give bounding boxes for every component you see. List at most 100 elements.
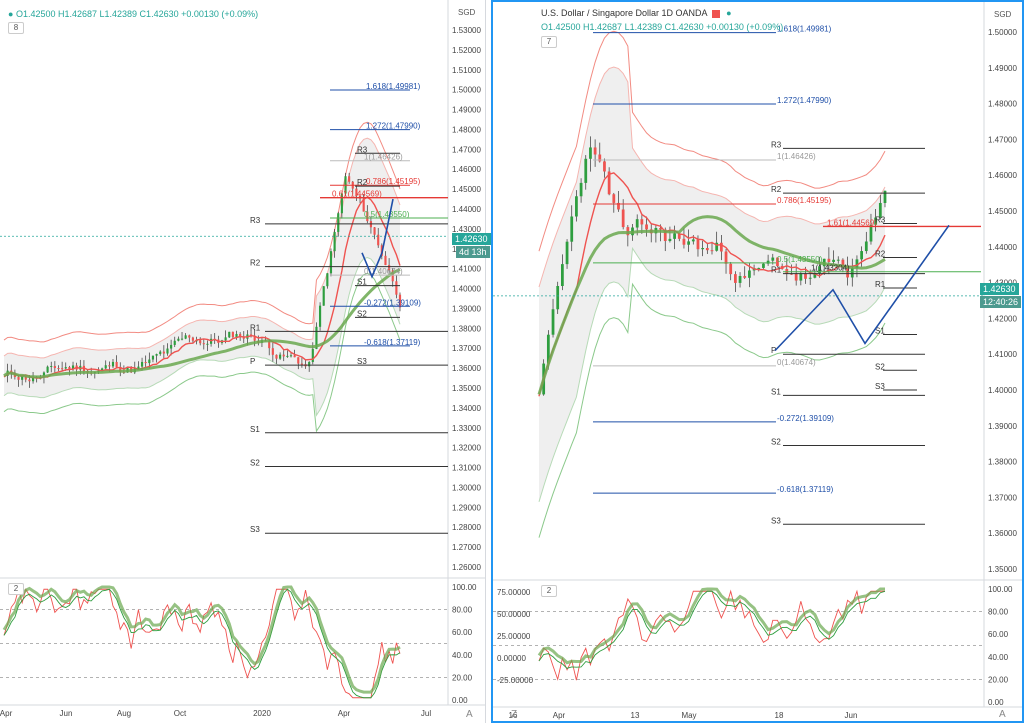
candle-body [617, 202, 620, 210]
candle-body [173, 340, 176, 345]
slow-ma-line [3, 268, 401, 379]
level-label: S3 [250, 525, 260, 534]
candle-body [199, 340, 202, 344]
candle-body [206, 343, 209, 345]
candle-body [635, 219, 639, 228]
candle-body [864, 241, 868, 252]
level-label: R3 [875, 216, 886, 225]
candle-body [101, 368, 104, 371]
price-tick-label: 1.29000 [452, 503, 481, 512]
indicators-collapse-button[interactable]: 8 [8, 22, 24, 34]
candle-body [719, 242, 723, 252]
candle-body [279, 354, 282, 359]
bollinger-fill [539, 67, 885, 502]
candle-body [202, 343, 205, 345]
candle-body [64, 367, 67, 369]
candle-body [808, 277, 812, 279]
level-label: -0.272(1.39109) [364, 298, 421, 307]
price-tick-label: 1.30000 [452, 483, 481, 492]
indicator-count: 7 [546, 37, 552, 46]
osc-left-tick-label: 50.00000 [497, 610, 531, 619]
candle-body [188, 335, 191, 338]
candle-body [687, 241, 691, 245]
candle-body [17, 376, 20, 380]
level-label: R3 [357, 145, 368, 154]
candle-body [776, 257, 779, 267]
close-icon[interactable] [711, 9, 720, 18]
price-tick-label: 1.47000 [988, 135, 1017, 144]
candle-body [878, 202, 882, 218]
candle-body [818, 266, 821, 274]
level-label: 0.786(1.45195) [366, 177, 421, 186]
candle-body [318, 305, 322, 327]
right-chart-pane[interactable]: 1.50000 1.49000 1.48000 1.47000 1.46000 1.450… [491, 0, 1024, 723]
candle-body [612, 194, 616, 203]
price-tick-label: 1.41000 [988, 350, 1017, 359]
oscillator-collapse-button[interactable]: 2 [8, 583, 24, 595]
time-tick-label: Jun [60, 709, 73, 718]
candle-body [166, 348, 169, 354]
candle-body [832, 259, 835, 262]
candle-body [180, 338, 184, 340]
candle-body [589, 147, 592, 159]
level-label: S1 [357, 278, 367, 287]
candle-body [53, 366, 56, 369]
candle-body [177, 338, 180, 341]
candle-body [61, 368, 64, 370]
left-chart-pane[interactable]: 1.53000 1.52000 1.51000 1.50000 1.49000 1.480… [0, 0, 491, 723]
price-tick-label: 1.37000 [452, 344, 481, 353]
price-tick-label: 1.48000 [988, 100, 1017, 109]
candle-body [57, 368, 60, 370]
auto-scale-icon[interactable]: A [999, 709, 1006, 720]
osc-tick-label: 20.00 [988, 675, 1009, 684]
time-tick-label: Jun [845, 711, 858, 720]
timezone-icon[interactable]: Z [511, 709, 518, 720]
indicator-eye-icon[interactable]: ● [8, 9, 14, 19]
indicator-count: 8 [13, 23, 19, 32]
candle-body [340, 193, 343, 214]
level-label: R2 [875, 250, 886, 259]
candle-body [794, 273, 798, 281]
candle-body [148, 359, 151, 364]
candle-body [766, 260, 770, 264]
price-tick-label: 1.28000 [452, 523, 481, 532]
candle-body [184, 335, 187, 339]
oscillator-collapse-button[interactable]: 2 [541, 585, 557, 597]
price-tick-label: 1.26000 [452, 563, 481, 572]
level-label: 1(1.43304) [811, 264, 850, 273]
candle-body [733, 274, 737, 283]
candle-body [743, 275, 747, 278]
level-label: 1.618(1.49981) [366, 82, 421, 91]
osc-left-tick-label: 0.00000 [497, 654, 526, 663]
price-tick-label: 1.40000 [452, 285, 481, 294]
left-chart-canvas[interactable]: 1.53000 1.52000 1.51000 1.50000 1.49000 1.480… [0, 0, 486, 723]
time-tick-label: Apr [553, 711, 566, 720]
level-label: R2 [357, 178, 368, 187]
ema-line [3, 196, 401, 379]
right-chart-canvas[interactable]: 1.50000 1.49000 1.48000 1.47000 1.46000 1.450… [493, 2, 1022, 721]
candle-body [836, 259, 840, 261]
ema-line [538, 172, 886, 397]
price-tick-label: 1.36000 [452, 364, 481, 373]
candle-body [546, 334, 550, 364]
price-tick-label: 1.35000 [988, 565, 1017, 574]
candle-body [883, 190, 887, 203]
price-tick-label: 1.38000 [452, 324, 481, 333]
trend-line [361, 198, 394, 279]
auto-scale-icon[interactable]: A [466, 709, 473, 720]
candle-body [231, 331, 234, 337]
candle-body [621, 209, 625, 228]
candle-body [137, 366, 140, 369]
candle-body [593, 147, 597, 155]
candle-body [293, 355, 296, 358]
indicators-collapse-button[interactable]: 7 [541, 36, 557, 48]
candle-body [388, 265, 391, 271]
osc-count: 2 [13, 584, 19, 593]
currency-label: SGD [994, 10, 1012, 19]
candle-body [748, 270, 751, 278]
level-label: 0.5(1.43550) [364, 210, 410, 219]
price-tick-label: 1.50000 [452, 86, 481, 95]
candle-body [162, 351, 165, 354]
indicator-eye-icon[interactable]: ● [726, 8, 732, 18]
